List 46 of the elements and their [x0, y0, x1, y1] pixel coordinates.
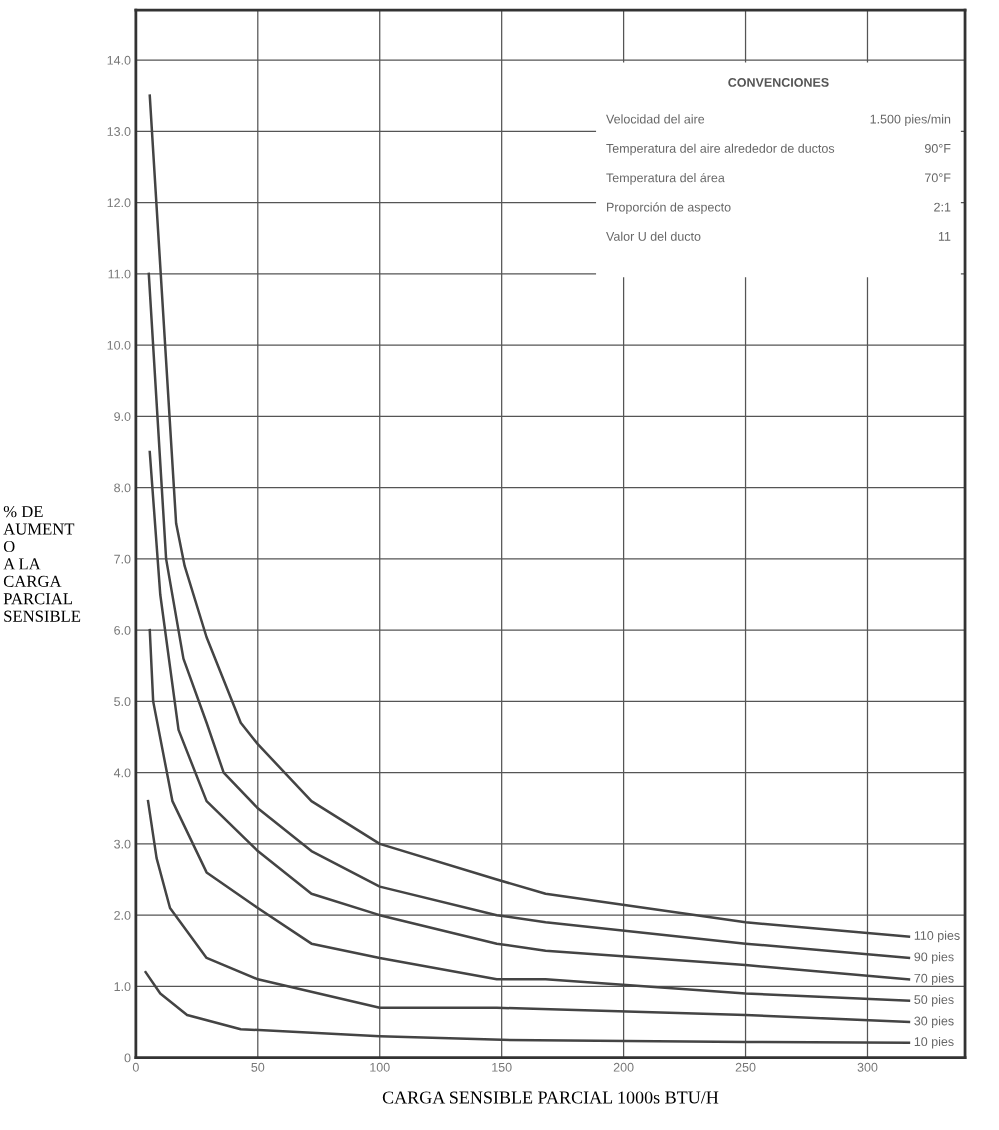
y-axis-title: % DE AUMENT O A LA CARGA PARCIAL SENSIBLE — [3, 505, 81, 622]
annotation: Proporción de aspecto — [607, 202, 731, 215]
annotation: Temperatura del aire alrededor de ductos — [606, 143, 835, 156]
x-axis-title: CARGA SENSIBLE PARCIAL 1000s BTU/H — [382, 1091, 719, 1104]
x-tick-label: 200 — [613, 1062, 634, 1072]
annotation: Velocidad del aire — [606, 114, 705, 124]
x-tick-label: 300 — [857, 1062, 878, 1072]
line-series — [148, 628, 911, 1002]
annotation: 11 — [938, 232, 951, 241]
y-tick-label: 14.0 — [107, 55, 131, 65]
annotation: Valor U del ducto — [606, 231, 701, 241]
y-tick-label: 6.0 — [114, 625, 131, 635]
series-label: 90 pies — [914, 952, 954, 964]
annotation: 70°F — [925, 173, 951, 183]
y-tick-label: 2.0 — [114, 910, 131, 920]
y-tick-label: 8.0 — [114, 483, 131, 493]
y-tick-label: 11.0 — [108, 269, 131, 279]
annotation: Temperatura del área — [606, 172, 725, 185]
series-label: 50 pies — [914, 994, 954, 1007]
x-tick-label: 150 — [492, 1062, 512, 1072]
annotation: 1.500 pies/min — [870, 114, 951, 126]
series-label: 30 pies — [914, 1016, 954, 1028]
series-label: 10 pies — [914, 1036, 954, 1049]
y-tick-label: 9.0 — [114, 412, 131, 421]
y-tick-label: 1.0 — [114, 982, 131, 992]
y-tick-label: 10.0 — [107, 340, 131, 350]
y-tick-label: 13.0 — [107, 127, 131, 136]
line-series — [147, 272, 911, 960]
x-tick-label: 100 — [370, 1062, 390, 1072]
series-label: 70 pies — [914, 973, 954, 986]
line-series — [144, 970, 911, 1044]
x-tick-label: 250 — [735, 1062, 756, 1072]
y-tick-label: 7.0 — [114, 554, 131, 564]
line-series — [148, 450, 911, 981]
y-tick-label: 3.0 — [114, 839, 131, 849]
annotation: 2:1 — [934, 202, 951, 212]
line-series — [146, 799, 911, 1024]
y-tick-label: 5.0 — [114, 697, 131, 707]
y-tick-label: 12.0 — [107, 198, 131, 208]
annotation: CONVENCIONES — [728, 78, 829, 87]
y-tick-label: 0 — [124, 1053, 131, 1063]
annotation: 90°F — [924, 143, 951, 153]
series-label: 110 pies — [914, 930, 960, 943]
x-tick-label: 0 — [132, 1062, 139, 1072]
x-tick-label: 50 — [251, 1062, 265, 1072]
y-tick-label: 4.0 — [113, 768, 131, 778]
